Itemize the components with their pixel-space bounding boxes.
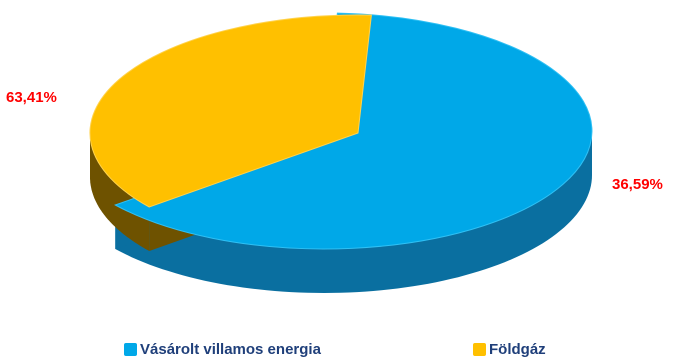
legend-swatch-foldgaz (473, 343, 486, 356)
legend-label-villamos-energia: Vásárolt villamos energia (140, 341, 321, 358)
slice-foldgaz-rim (90, 133, 150, 251)
legend-item-villamos-energia: Vásárolt villamos energia (124, 341, 321, 358)
slice-label-foldgaz: 36,59% (612, 176, 663, 193)
slice-villamos-energia-rim (115, 131, 593, 293)
legend-swatch-villamos-energia (124, 343, 137, 356)
legend-item-foldgaz: Földgáz (473, 341, 546, 358)
legend-label-foldgaz: Földgáz (489, 341, 546, 358)
slice-label-villamos-energia: 63,41% (6, 89, 57, 106)
slice-foldgaz-top (89, 14, 372, 208)
